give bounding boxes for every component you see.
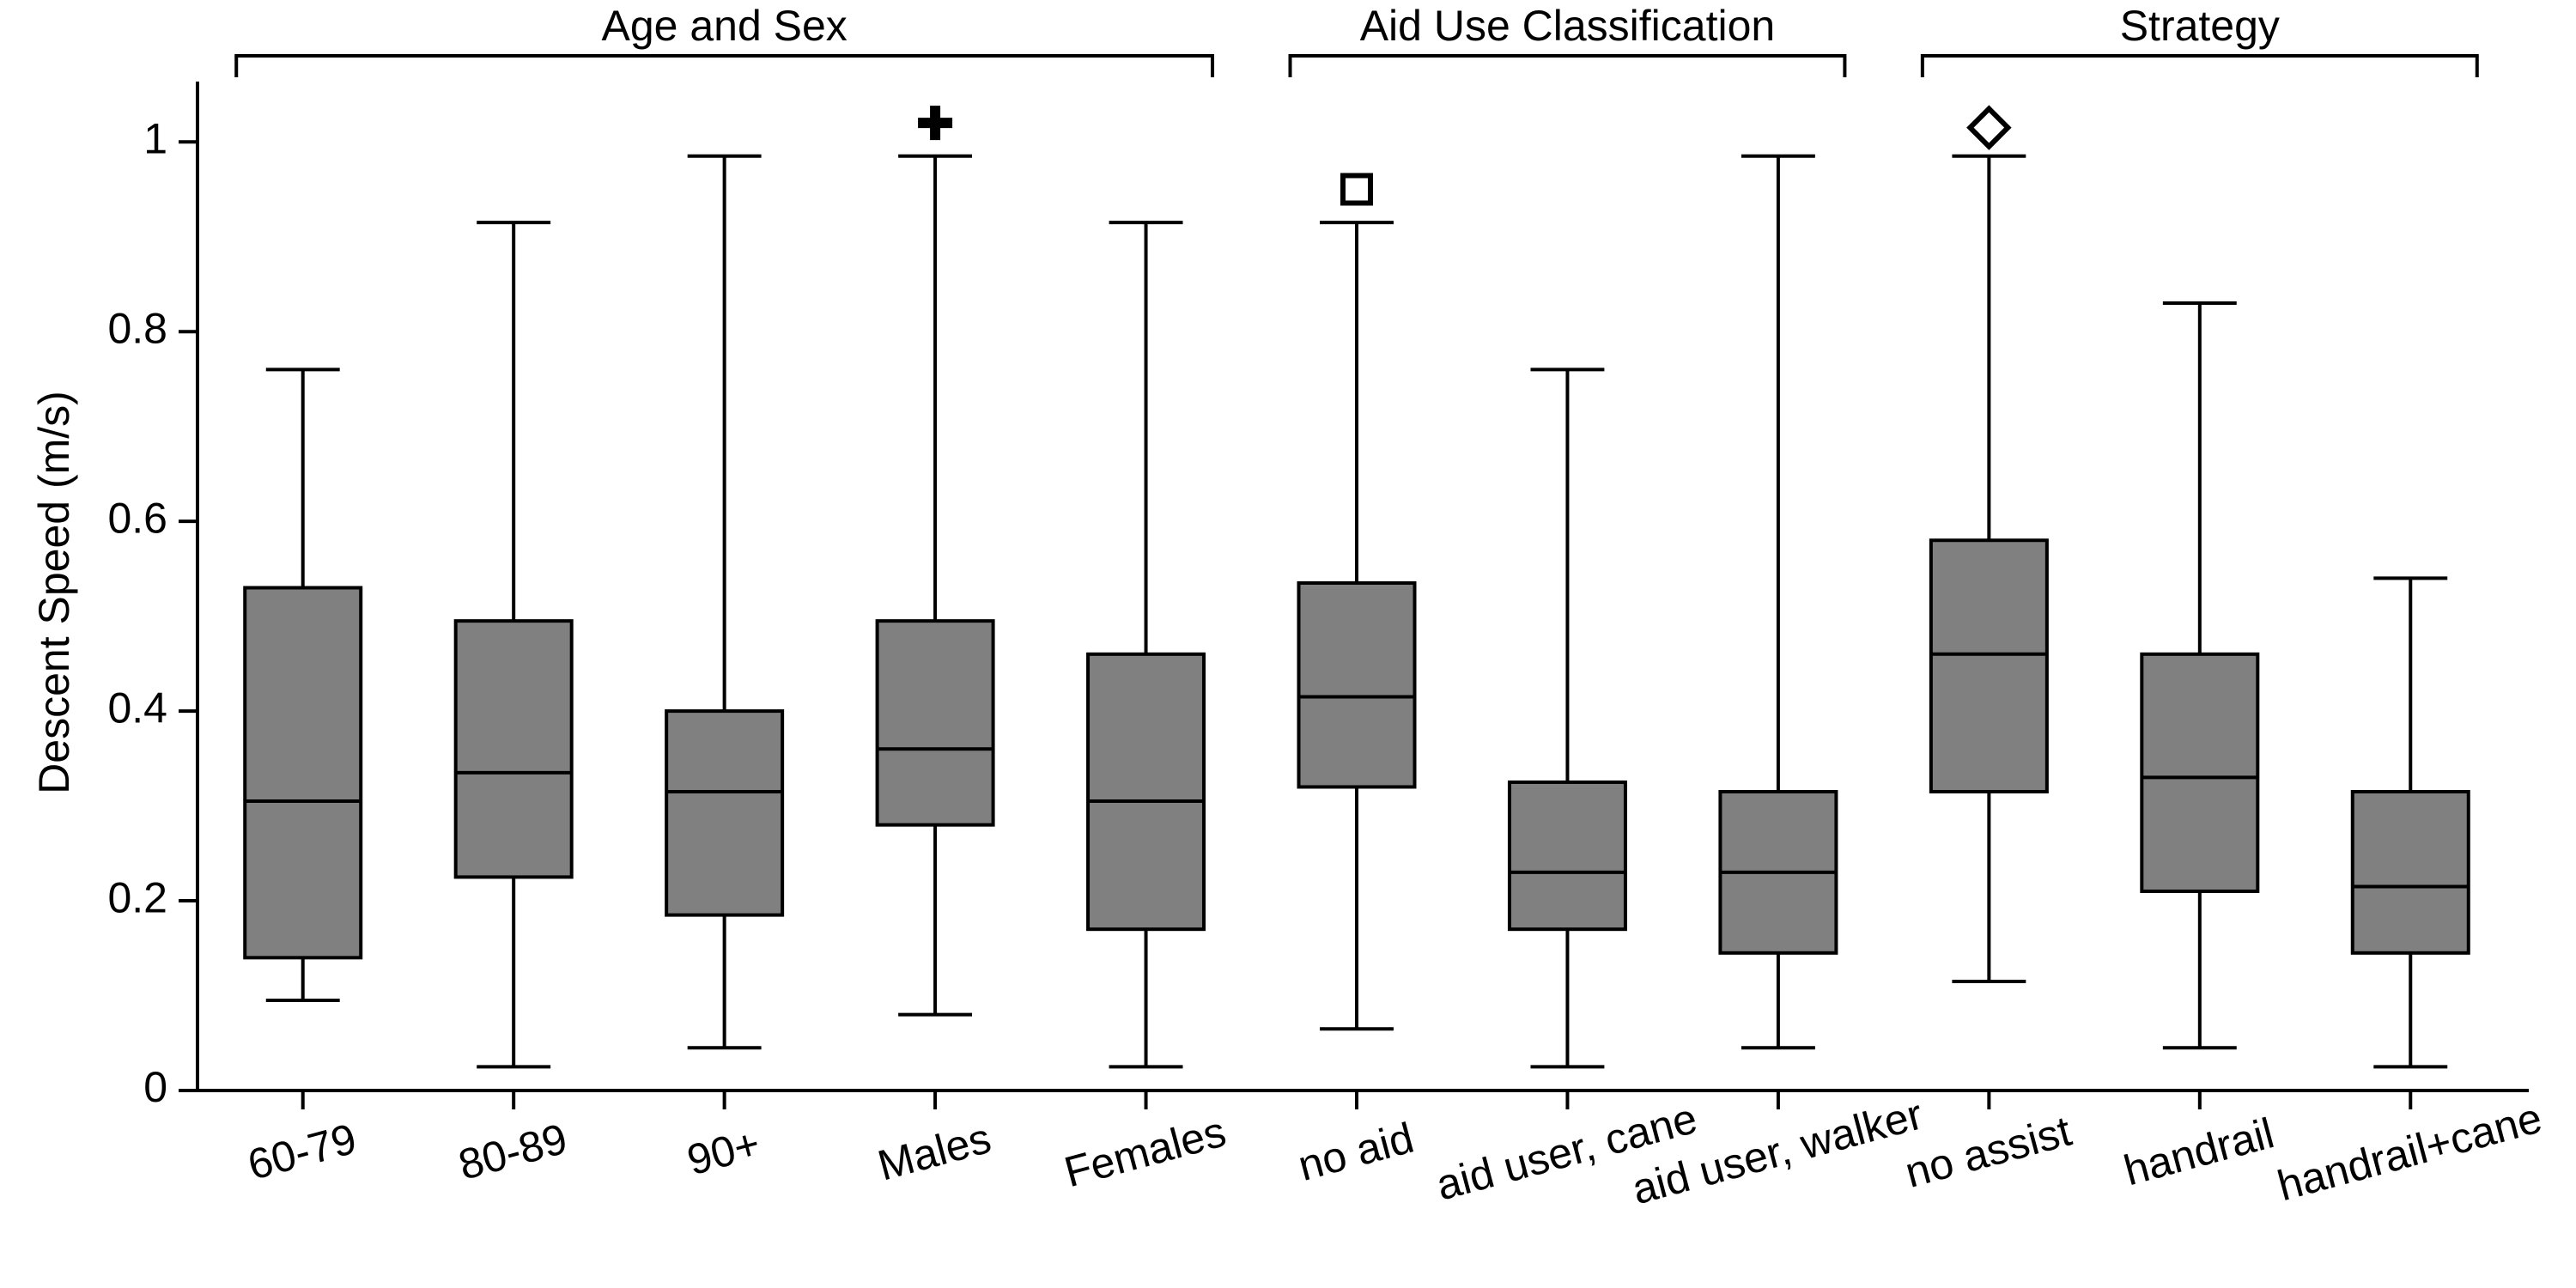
x-tick-label: 90+ bbox=[682, 1119, 764, 1184]
group-label: Aid Use Classification bbox=[1360, 2, 1776, 50]
boxplot-box bbox=[1088, 222, 1204, 1066]
x-tick-label: handrail+cane bbox=[2273, 1093, 2547, 1210]
y-tick-label: 0.4 bbox=[107, 683, 167, 732]
boxplot-box bbox=[666, 156, 782, 1048]
group-bracket bbox=[1923, 56, 2477, 77]
boxplot-box bbox=[1720, 156, 1836, 1048]
x-tick-label: 80-89 bbox=[453, 1115, 572, 1189]
boxplot-box bbox=[456, 222, 572, 1066]
boxplot-box bbox=[1931, 156, 2047, 981]
x-tick-label: Males bbox=[872, 1114, 995, 1190]
x-tick-label: Females bbox=[1060, 1107, 1231, 1196]
y-tick-label: 1 bbox=[143, 114, 167, 162]
y-tick-label: 0.2 bbox=[107, 873, 167, 921]
outlier-square bbox=[1343, 175, 1370, 203]
boxplot-box bbox=[245, 369, 361, 1000]
chart-container: 0 0.2 0.4 0.6 0.8 1 Descent Speed (m/s) 60-79 80… bbox=[0, 0, 2576, 1288]
y-tick-label: 0 bbox=[143, 1063, 167, 1111]
outlier-plus bbox=[918, 106, 952, 140]
group-label: Strategy bbox=[2120, 2, 2280, 50]
boxplot-box bbox=[878, 156, 993, 1015]
y-tick-label: 0.8 bbox=[107, 304, 167, 352]
group-bracket bbox=[1291, 56, 1845, 77]
x-tick-label: no assist bbox=[1900, 1107, 2076, 1197]
group-label: Age and Sex bbox=[601, 2, 847, 50]
boxplot-chart: 0 0.2 0.4 0.6 0.8 1 Descent Speed (m/s) 60-79 80… bbox=[0, 0, 2576, 1288]
y-tick-label: 0.6 bbox=[107, 494, 167, 542]
boxplot-box bbox=[1510, 369, 1625, 1066]
boxplot-box bbox=[2353, 578, 2469, 1066]
outlier-diamond bbox=[1970, 109, 2008, 147]
boxplot-box bbox=[1299, 222, 1415, 1029]
group-bracket bbox=[236, 56, 1212, 77]
y-axis-label: Descent Speed (m/s) bbox=[30, 391, 78, 794]
x-tick-label: 60-79 bbox=[243, 1115, 361, 1189]
x-tick-label: no aid bbox=[1293, 1114, 1419, 1190]
x-tick-label: handrail bbox=[2119, 1109, 2279, 1194]
boxplot-box bbox=[2142, 303, 2257, 1048]
